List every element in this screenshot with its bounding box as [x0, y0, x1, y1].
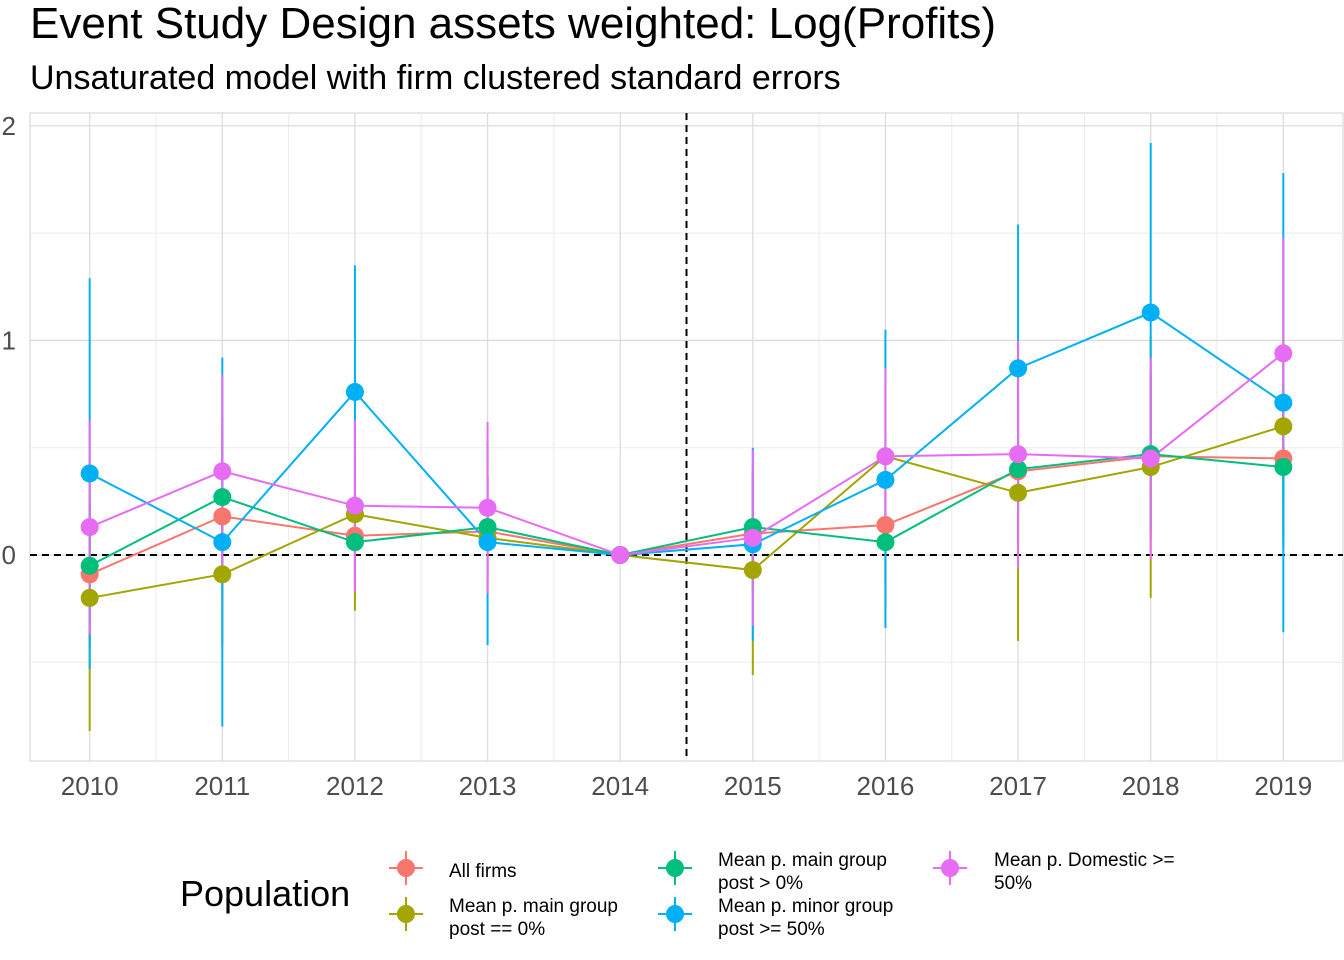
- data-point-series-1: [213, 565, 232, 584]
- legend-key-point: [666, 905, 684, 923]
- data-point-series-2: [478, 518, 497, 537]
- data-point-series-3: [1141, 303, 1160, 322]
- legend-key-point: [397, 905, 415, 923]
- data-point-series-4: [1009, 445, 1028, 464]
- x-tick-label: 2018: [1122, 771, 1180, 801]
- data-point-series-3: [213, 533, 232, 552]
- data-point-series-0: [213, 507, 232, 526]
- data-point-series-4: [478, 498, 497, 517]
- chart-title: Event Study Design assets weighted: Log(…: [30, 0, 997, 48]
- data-point-series-1: [743, 561, 762, 580]
- data-point-series-3: [876, 470, 895, 489]
- data-point-series-2: [213, 488, 232, 507]
- x-tick-label: 2015: [724, 771, 782, 801]
- series-points: [80, 303, 1293, 607]
- legend-label: Mean p. Domestic >= 50%: [994, 850, 1175, 894]
- reference-lines: [30, 113, 1343, 761]
- data-point-series-3: [345, 382, 364, 401]
- data-point-series-4: [345, 496, 364, 515]
- series-line-0: [89, 455, 1284, 576]
- x-tick-label: 2016: [857, 771, 915, 801]
- x-tick-label: 2012: [326, 771, 384, 801]
- series-line-1: [89, 425, 1284, 599]
- legend-label: Mean p. minor group post >= 50%: [718, 896, 893, 940]
- x-tick-label: 2019: [1254, 771, 1312, 801]
- legend-key-point: [397, 859, 415, 877]
- data-point-series-3: [478, 533, 497, 552]
- data-point-series-3: [80, 464, 99, 483]
- data-point-series-1: [1274, 417, 1293, 436]
- series-line-4: [89, 352, 1284, 557]
- chart-subtitle: Unsaturated model with firm clustered st…: [30, 59, 841, 97]
- x-tick-label: 2013: [459, 771, 517, 801]
- data-point-series-4: [1141, 449, 1160, 468]
- data-point-series-2: [345, 533, 364, 552]
- data-point-series-2: [1009, 460, 1028, 479]
- y-tick-label: 0: [2, 540, 16, 570]
- y-tick-label: 1: [2, 325, 16, 355]
- data-point-series-4: [80, 518, 99, 537]
- data-point-series-4: [876, 447, 895, 466]
- legend-key-point: [666, 859, 684, 877]
- data-point-series-2: [1274, 458, 1293, 477]
- x-tick-label: 2014: [591, 771, 649, 801]
- legend-label: Mean p. main group post > 0%: [718, 850, 887, 894]
- data-point-series-4: [213, 462, 232, 481]
- legend-label: Mean p. main group post == 0%: [449, 896, 618, 940]
- data-point-series-2: [876, 533, 895, 552]
- series-line-2: [89, 453, 1284, 567]
- data-point-series-0: [876, 515, 895, 534]
- data-point-series-2: [80, 556, 99, 575]
- series-lines: [89, 311, 1284, 599]
- legend-key-point: [941, 859, 959, 877]
- data-point-series-3: [1009, 359, 1028, 378]
- y-tick-label: 2: [2, 111, 16, 141]
- legend-label: All firms: [449, 861, 517, 882]
- legend-title: Population: [180, 873, 350, 914]
- x-tick-label: 2017: [989, 771, 1047, 801]
- data-point-series-4: [1274, 344, 1293, 363]
- data-point-series-3: [1274, 393, 1293, 412]
- data-point-series-4: [611, 546, 630, 565]
- data-point-series-4: [743, 528, 762, 547]
- x-tick-label: 2010: [61, 771, 119, 801]
- legend: Population All firms Mean p. main group pos…: [180, 850, 1175, 940]
- x-tick-label: 2011: [194, 771, 250, 801]
- data-point-series-1: [80, 588, 99, 607]
- series-line-3: [89, 311, 1284, 557]
- data-point-series-1: [1009, 483, 1028, 502]
- axis-labels: 0 1 2 2010 2011 2012 2013 2014 2015 2016 2017 2018 2…: [2, 111, 1313, 801]
